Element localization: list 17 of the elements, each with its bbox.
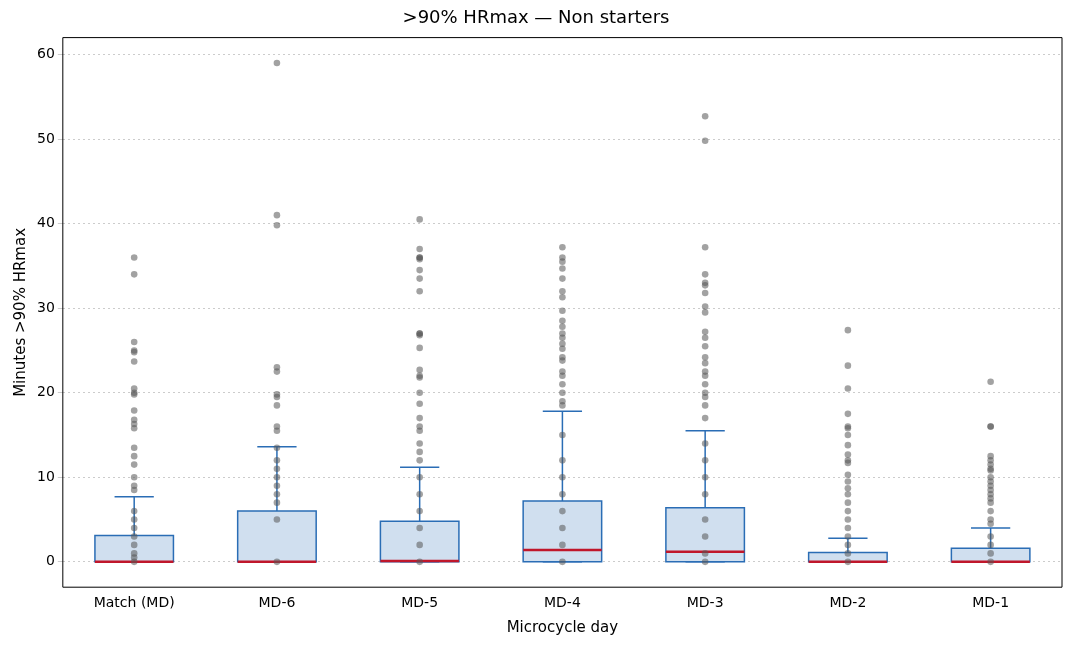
x-tick-label: MD-3 bbox=[686, 594, 724, 611]
y-axis-title: Minutes >90% HRmax bbox=[10, 227, 29, 397]
y-tick-label: 10 bbox=[36, 467, 55, 484]
y-tick-label: 50 bbox=[36, 129, 55, 146]
y-tick-label: 20 bbox=[36, 383, 55, 400]
x-tick-label: MD-1 bbox=[972, 594, 1010, 611]
x-tick-label: MD-2 bbox=[829, 594, 867, 611]
y-tick-label: 0 bbox=[45, 552, 55, 569]
x-tick-label: MD-6 bbox=[258, 594, 296, 611]
y-tick-label: 30 bbox=[36, 298, 55, 315]
chart-title: >90% HRmax — Non starters bbox=[402, 6, 670, 28]
x-tick-label: MD-4 bbox=[543, 594, 581, 611]
y-tick-label: 40 bbox=[36, 214, 55, 231]
y-tick-label: 60 bbox=[36, 45, 55, 62]
x-tick-label: Match (MD) bbox=[93, 594, 175, 611]
x-tick-label: MD-5 bbox=[401, 594, 439, 611]
x-axis-title: Microcycle day bbox=[506, 617, 619, 636]
